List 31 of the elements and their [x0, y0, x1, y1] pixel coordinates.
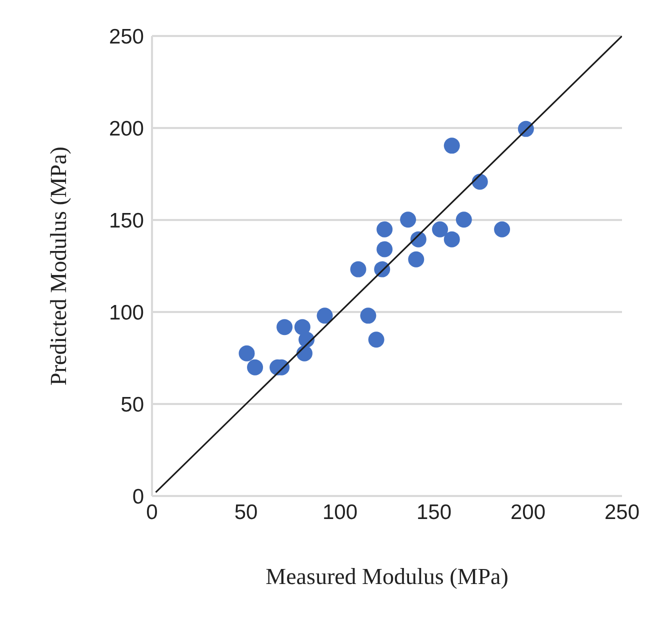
point: [368, 332, 384, 348]
point: [376, 241, 393, 258]
point: [350, 261, 366, 278]
y-tick-label: 100: [108, 301, 144, 324]
x-tick-label: 100: [322, 500, 358, 524]
y-tick-label: 150: [108, 209, 144, 232]
point: [444, 231, 460, 248]
y-tick-label: 0: [132, 485, 144, 508]
x-axis-title: Measured Modulus (MPa): [266, 564, 508, 589]
y-axis-title: Predicted Modulus (MPa): [46, 146, 72, 386]
y-tick-label: 200: [108, 117, 144, 140]
point: [247, 359, 264, 376]
point: [376, 221, 393, 238]
x-tick-label: 50: [234, 500, 258, 524]
point: [296, 345, 312, 362]
point: [294, 319, 310, 336]
point: [444, 138, 460, 154]
x-tick-label: 250: [604, 500, 640, 524]
point: [432, 221, 448, 238]
x-tick-label: 150: [416, 500, 452, 524]
point: [238, 345, 255, 362]
point: [456, 212, 472, 228]
point: [400, 212, 416, 228]
point: [276, 319, 293, 336]
x-tick-label: 200: [510, 500, 546, 524]
point: [360, 308, 376, 324]
point: [316, 308, 333, 324]
point: [408, 251, 424, 268]
y-tick-label: 50: [120, 393, 144, 416]
point: [494, 221, 510, 238]
y-tick-label: 250: [108, 25, 144, 48]
